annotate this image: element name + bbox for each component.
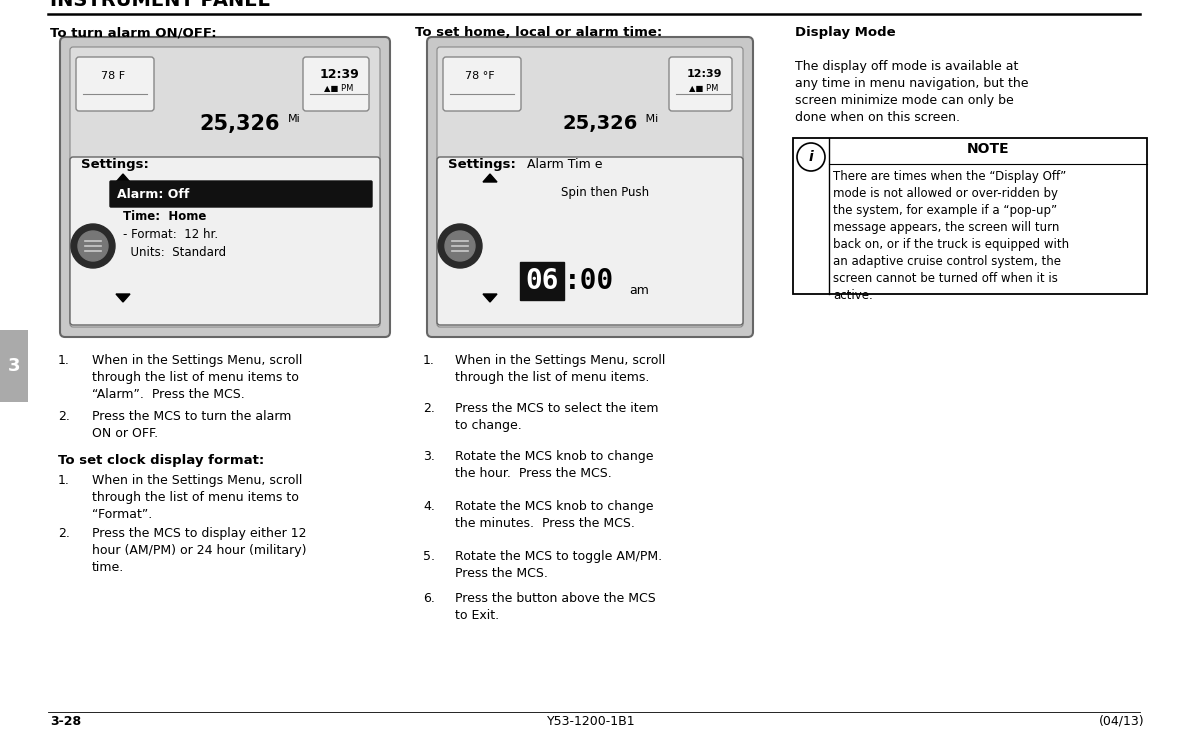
FancyBboxPatch shape <box>70 157 379 325</box>
Polygon shape <box>483 294 496 302</box>
FancyBboxPatch shape <box>437 47 743 327</box>
Text: ▲■ PM: ▲■ PM <box>689 83 719 92</box>
Text: 4.: 4. <box>423 500 435 513</box>
Text: When in the Settings Menu, scroll
through the list of menu items to
“Alarm”.  Pr: When in the Settings Menu, scroll throug… <box>92 354 303 401</box>
Text: INSTRUMENT PANEL: INSTRUMENT PANEL <box>50 0 269 10</box>
Text: Mi: Mi <box>288 114 300 124</box>
Text: screen cannot be turned off when it is: screen cannot be turned off when it is <box>833 272 1058 285</box>
Text: 2.: 2. <box>423 402 435 415</box>
Circle shape <box>797 143 825 171</box>
Text: Rotate the MCS knob to change
the hour.  Press the MCS.: Rotate the MCS knob to change the hour. … <box>455 450 654 480</box>
Text: - Format:  12 hr.: - Format: 12 hr. <box>123 228 219 241</box>
Text: 12:39: 12:39 <box>319 67 359 81</box>
Text: 25,326: 25,326 <box>200 114 280 134</box>
FancyBboxPatch shape <box>443 57 521 111</box>
Text: The display off mode is available at: The display off mode is available at <box>795 60 1019 73</box>
Text: When in the Settings Menu, scroll
through the list of menu items to
“Format”.: When in the Settings Menu, scroll throug… <box>92 474 303 521</box>
Bar <box>520 262 564 300</box>
Text: Press the MCS to display either 12
hour (AM/PM) or 24 hour (military)
time.: Press the MCS to display either 12 hour … <box>92 527 306 574</box>
Polygon shape <box>116 174 130 182</box>
Circle shape <box>78 231 108 261</box>
Text: i: i <box>808 150 813 164</box>
Text: To set home, local or alarm time:: To set home, local or alarm time: <box>415 26 662 39</box>
Text: mode is not allowed or over-ridden by: mode is not allowed or over-ridden by <box>833 187 1058 200</box>
FancyBboxPatch shape <box>70 47 379 327</box>
Text: 3: 3 <box>8 357 20 375</box>
Text: Press the MCS to select the item
to change.: Press the MCS to select the item to chan… <box>455 402 658 432</box>
FancyBboxPatch shape <box>437 157 743 325</box>
Polygon shape <box>116 294 130 302</box>
Text: 78 F: 78 F <box>100 71 125 81</box>
Text: 1.: 1. <box>58 474 70 487</box>
Text: Press the button above the MCS
to Exit.: Press the button above the MCS to Exit. <box>455 592 656 622</box>
Text: 3-28: 3-28 <box>50 715 82 728</box>
Text: 5.: 5. <box>423 550 435 563</box>
Text: Rotate the MCS to toggle AM/PM.
Press the MCS.: Rotate the MCS to toggle AM/PM. Press th… <box>455 550 662 580</box>
Text: done when on this screen.: done when on this screen. <box>795 111 960 124</box>
Text: Settings:: Settings: <box>448 158 515 171</box>
Text: NOTE: NOTE <box>967 142 1009 156</box>
Text: ▲■ PM: ▲■ PM <box>324 83 353 92</box>
Circle shape <box>444 231 475 261</box>
Text: an adaptive cruise control system, the: an adaptive cruise control system, the <box>833 255 1061 268</box>
Text: Alarm: Off: Alarm: Off <box>117 187 189 201</box>
Text: screen minimize mode can only be: screen minimize mode can only be <box>795 94 1014 107</box>
Text: To turn alarm ON/OFF:: To turn alarm ON/OFF: <box>50 26 216 39</box>
Text: Press the MCS to turn the alarm
ON or OFF.: Press the MCS to turn the alarm ON or OF… <box>92 410 292 440</box>
FancyBboxPatch shape <box>669 57 732 111</box>
FancyBboxPatch shape <box>60 37 390 337</box>
FancyBboxPatch shape <box>427 37 753 337</box>
Text: any time in menu navigation, but the: any time in menu navigation, but the <box>795 77 1028 90</box>
Text: active.: active. <box>833 289 872 302</box>
Text: Settings:: Settings: <box>82 158 149 171</box>
Text: the system, for example if a “pop-up”: the system, for example if a “pop-up” <box>833 204 1057 217</box>
Text: back on, or if the truck is equipped with: back on, or if the truck is equipped wit… <box>833 238 1070 251</box>
Text: :00: :00 <box>564 267 615 295</box>
Text: There are times when the “Display Off”: There are times when the “Display Off” <box>833 170 1066 183</box>
Text: Units:  Standard: Units: Standard <box>123 246 226 259</box>
Text: 2.: 2. <box>58 527 70 540</box>
Circle shape <box>71 224 115 268</box>
Polygon shape <box>483 174 496 182</box>
Text: 2.: 2. <box>58 410 70 423</box>
Text: Rotate the MCS knob to change
the minutes.  Press the MCS.: Rotate the MCS knob to change the minute… <box>455 500 654 530</box>
FancyBboxPatch shape <box>0 330 28 402</box>
FancyBboxPatch shape <box>110 181 372 207</box>
Text: When in the Settings Menu, scroll
through the list of menu items.: When in the Settings Menu, scroll throug… <box>455 354 665 384</box>
Text: 06: 06 <box>525 267 559 295</box>
Text: 1.: 1. <box>58 354 70 367</box>
Text: 78 °F: 78 °F <box>466 71 495 81</box>
Text: am: am <box>629 283 649 296</box>
Text: 1.: 1. <box>423 354 435 367</box>
Text: To set clock display format:: To set clock display format: <box>58 454 265 467</box>
Text: Display Mode: Display Mode <box>795 26 896 39</box>
Text: 3.: 3. <box>423 450 435 463</box>
Text: 12:39: 12:39 <box>687 69 722 79</box>
Text: Alarm Tim e: Alarm Tim e <box>527 158 603 171</box>
Text: Mi: Mi <box>642 114 658 124</box>
Text: 6.: 6. <box>423 592 435 605</box>
Bar <box>793 138 1147 294</box>
Text: message appears, the screen will turn: message appears, the screen will turn <box>833 221 1059 234</box>
FancyBboxPatch shape <box>303 57 369 111</box>
Text: Y53-1200-1B1: Y53-1200-1B1 <box>547 715 635 728</box>
FancyBboxPatch shape <box>76 57 154 111</box>
Text: Time:  Home: Time: Home <box>123 210 207 223</box>
Text: 25,326: 25,326 <box>563 114 637 133</box>
Text: (04/13): (04/13) <box>1099 715 1145 728</box>
Circle shape <box>439 224 482 268</box>
Text: Spin then Push: Spin then Push <box>561 186 649 199</box>
